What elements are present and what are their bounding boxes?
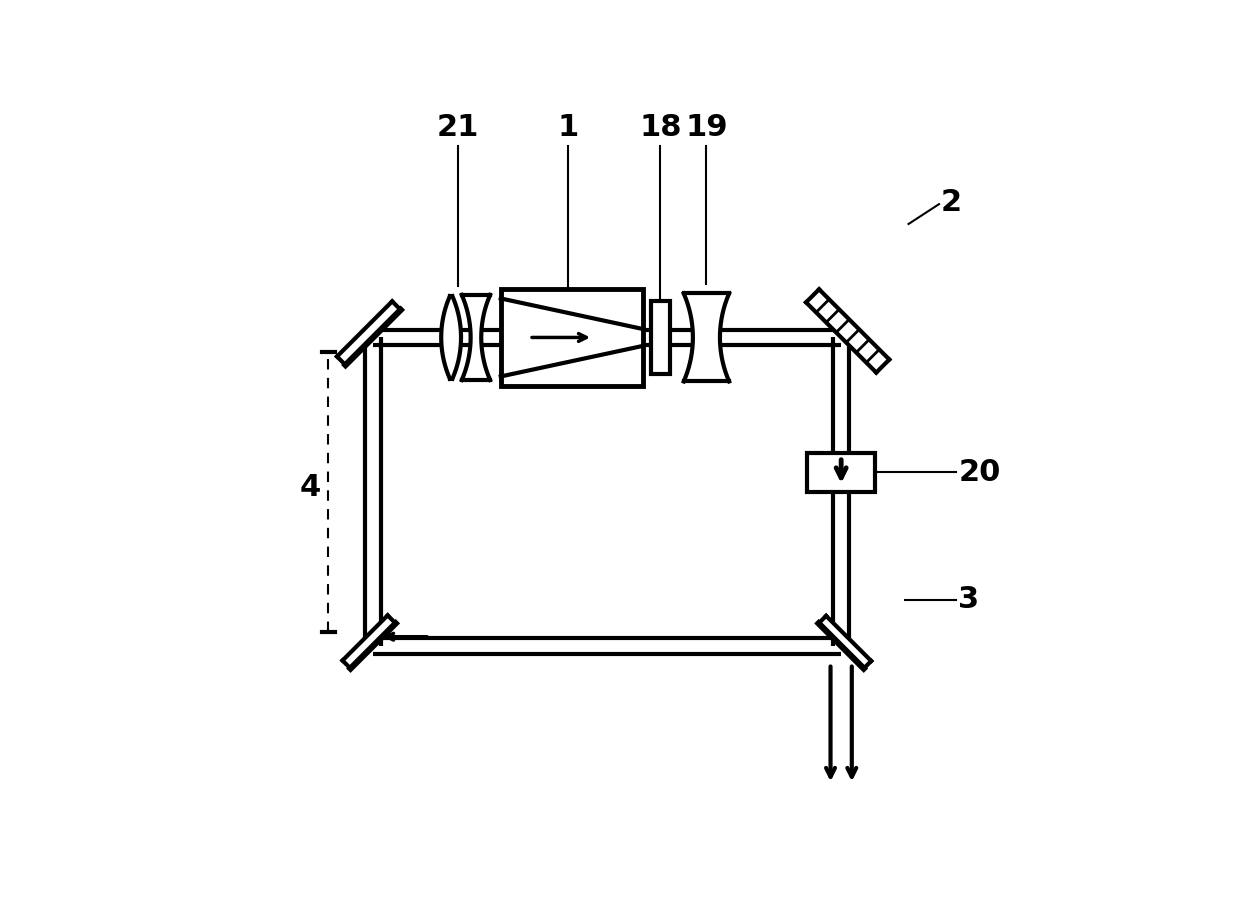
Bar bbox=[501, 289, 642, 386]
Text: 21: 21 bbox=[436, 113, 480, 143]
Text: 19: 19 bbox=[686, 113, 728, 143]
Bar bbox=[807, 453, 875, 492]
Text: 1: 1 bbox=[558, 113, 579, 143]
Text: 4: 4 bbox=[300, 473, 321, 502]
Text: 3: 3 bbox=[959, 586, 980, 614]
Text: 20: 20 bbox=[959, 458, 1001, 486]
Bar bbox=[651, 300, 670, 374]
Polygon shape bbox=[337, 301, 401, 365]
Text: 18: 18 bbox=[639, 113, 682, 143]
Polygon shape bbox=[342, 615, 396, 669]
Text: 2: 2 bbox=[940, 188, 961, 217]
Polygon shape bbox=[806, 289, 889, 373]
Polygon shape bbox=[818, 616, 872, 669]
